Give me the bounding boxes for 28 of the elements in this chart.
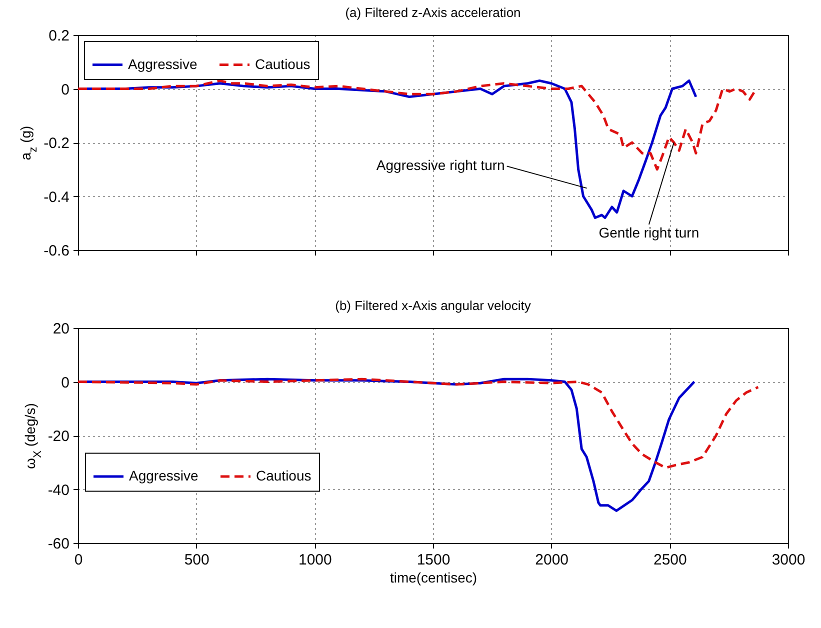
x-tick-label: 3000 xyxy=(772,552,806,568)
annotation: Aggressive right turn xyxy=(376,157,505,174)
chart-title: (b) Filtered x-Axis angular velocity xyxy=(335,298,532,313)
legend-label: Aggressive xyxy=(128,56,198,72)
x-tick-label: 1500 xyxy=(416,552,450,568)
x-tick-label: 2000 xyxy=(535,552,569,568)
y-tick-label: 0 xyxy=(61,374,70,392)
y-tick-label: 0 xyxy=(61,81,70,98)
legend-label: Cautious xyxy=(256,467,312,484)
y-tick-label: -0.2 xyxy=(44,135,70,152)
x-axis-title: time(centisec) xyxy=(390,570,478,586)
legend-label: Cautious xyxy=(255,56,310,72)
line-series xyxy=(78,79,758,171)
y-tick-label: -60 xyxy=(48,536,70,552)
y-tick-label: -40 xyxy=(48,482,70,499)
x-tick-label: 2500 xyxy=(653,552,687,568)
legend-label: Aggressive xyxy=(129,467,198,484)
y-tick-label: -0.4 xyxy=(44,188,70,206)
y-tick-label: 20 xyxy=(52,320,70,338)
y-tick-label: 0.2 xyxy=(48,28,70,44)
x-tick-label: 1000 xyxy=(298,552,332,568)
chart-title: (a) Filtered z-Axis acceleration xyxy=(345,5,521,20)
annotation: Gentle right turn xyxy=(598,224,700,240)
x-tick-label: 0 xyxy=(74,552,83,568)
y-tick-label: -0.6 xyxy=(44,242,70,260)
x-tick-label: 500 xyxy=(184,552,210,568)
line-series xyxy=(78,378,760,469)
y-tick-label: -20 xyxy=(48,428,70,445)
